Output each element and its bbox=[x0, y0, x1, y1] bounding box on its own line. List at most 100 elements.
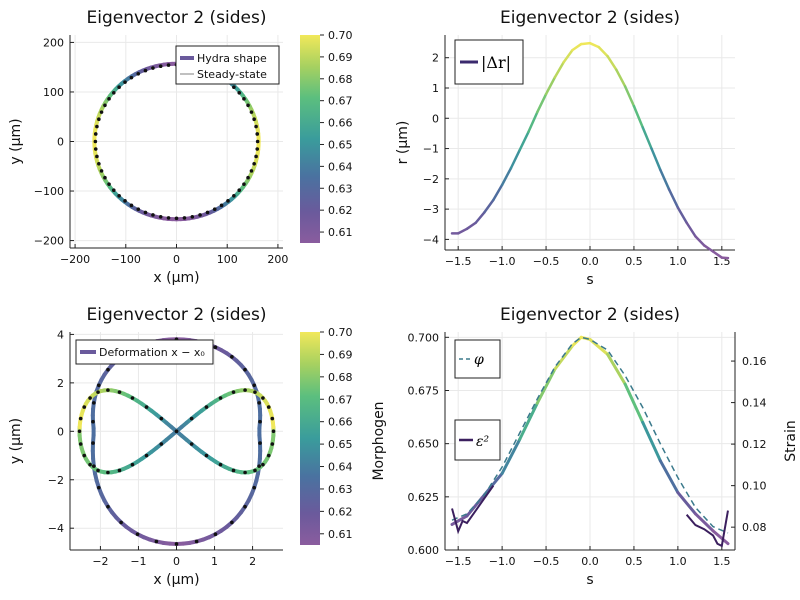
colorbar-tick-label: 0.64 bbox=[328, 160, 353, 173]
node-point bbox=[88, 396, 92, 400]
x-axis-label: s bbox=[586, 572, 593, 588]
y-tick-label: −4 bbox=[48, 522, 64, 535]
y-tick-label: 4 bbox=[57, 328, 64, 341]
y-tick-label: 0.625 bbox=[408, 491, 440, 504]
y-tick-label: 2 bbox=[432, 52, 439, 65]
delta-r-segment bbox=[492, 183, 504, 202]
p4-axes: −1.5 −1.0 −0.5 0.0 0.5 1.0 1.5 0.700 0.675 0.650 0… bbox=[371, 305, 735, 588]
y2-tick-label: 0.12 bbox=[742, 438, 767, 451]
steady-state-point bbox=[255, 139, 260, 144]
steady-state-point bbox=[93, 139, 98, 144]
node-point bbox=[159, 416, 164, 421]
node-point bbox=[78, 442, 83, 446]
x-tick-label: 1 bbox=[211, 555, 218, 568]
steady-state-point bbox=[182, 216, 187, 220]
steady-state-point bbox=[237, 188, 242, 193]
steady-state-point bbox=[242, 97, 246, 101]
steady-state-point bbox=[117, 193, 121, 198]
node-point bbox=[204, 453, 209, 458]
x-tick-label: −1.0 bbox=[489, 555, 516, 568]
steady-state-point bbox=[117, 85, 121, 90]
delta-r-segment bbox=[465, 221, 478, 231]
steady-state-point bbox=[95, 154, 99, 159]
node-point bbox=[231, 390, 236, 394]
delta-r-segment bbox=[518, 130, 530, 152]
node-point bbox=[194, 539, 199, 544]
delta-r-segment bbox=[527, 110, 539, 134]
p1-colorbar: 0.61 0.62 0.63 0.64 0.65 0.66 0.67 0.68 0.69 0.70 bbox=[300, 29, 353, 243]
x-tick-label: 2 bbox=[249, 555, 256, 568]
steady-state-point bbox=[136, 71, 141, 76]
y-axis-label: r (μm) bbox=[395, 121, 411, 165]
colorbar-tick-label: 0.64 bbox=[328, 461, 353, 474]
y-tick-label: −2 bbox=[423, 173, 439, 186]
p2-axes: −1.5 −1.0 −0.5 0.0 0.5 1.0 1.5210−1−2−3−4Eigen… bbox=[395, 8, 735, 288]
steady-state-point bbox=[166, 216, 171, 220]
delta-r-segment bbox=[615, 68, 627, 88]
steady-state-point bbox=[151, 213, 155, 217]
chart-title: Eigenvector 2 (sides) bbox=[500, 305, 680, 325]
y-axis-label: y (μm) bbox=[8, 418, 24, 464]
node-point bbox=[189, 442, 194, 446]
delta-r-segment bbox=[571, 42, 583, 52]
node-point bbox=[106, 388, 110, 392]
node-point bbox=[77, 429, 82, 434]
node-point bbox=[92, 464, 96, 468]
colorbar-gradient bbox=[300, 35, 320, 243]
steady-state-point bbox=[123, 80, 127, 84]
delta-r-segment bbox=[606, 54, 618, 72]
steady-state-point bbox=[237, 90, 242, 95]
chart-title: Eigenvector 2 (sides) bbox=[87, 8, 267, 28]
p4-series bbox=[450, 335, 730, 548]
steady-state-point bbox=[252, 161, 256, 166]
morphogen-segment bbox=[676, 491, 697, 516]
p3-series bbox=[77, 337, 276, 546]
morphogen-segment bbox=[483, 471, 504, 497]
p3-axes: −2 −1 0 1 2 4 2 0 −2 −4 Eigenvector 2 (sides) x (μm… bbox=[8, 305, 283, 588]
colorbar-tick-label: 0.65 bbox=[328, 138, 353, 151]
node-point bbox=[96, 468, 100, 473]
morphogen-segment bbox=[518, 401, 539, 441]
y-tick-label: 0.600 bbox=[408, 544, 440, 557]
colorbar-tick-label: 0.61 bbox=[328, 226, 353, 239]
steady-state-point bbox=[198, 213, 202, 217]
node-point bbox=[117, 390, 122, 394]
colorbar-tick-label: 0.65 bbox=[328, 438, 353, 451]
y2-tick-label: 0.08 bbox=[742, 521, 767, 534]
legend-label: |Δr| bbox=[481, 53, 511, 72]
node-point bbox=[266, 453, 271, 458]
steady-state-point bbox=[129, 203, 134, 208]
delta-r-segment bbox=[641, 126, 653, 150]
morphogen-segment bbox=[553, 344, 574, 371]
node-point bbox=[218, 462, 223, 467]
morphogen-segment bbox=[641, 420, 662, 463]
x-tick-label: −200 bbox=[60, 253, 90, 266]
steady-state-point bbox=[151, 66, 155, 70]
colorbar-tick-label: 0.63 bbox=[328, 483, 353, 496]
x-tick-label: 0.0 bbox=[581, 255, 599, 268]
colorbar-gradient bbox=[300, 332, 320, 545]
x-axis-label: s bbox=[586, 272, 593, 288]
delta-r-segment bbox=[536, 92, 548, 114]
strain-line-left bbox=[451, 485, 495, 535]
node-point bbox=[119, 520, 123, 525]
colorbar-tick-label: 0.68 bbox=[328, 371, 353, 384]
steady-state-point bbox=[103, 103, 107, 108]
x-tick-label: 1.0 bbox=[669, 555, 687, 568]
steady-state-point bbox=[99, 169, 104, 173]
node-point bbox=[257, 464, 261, 468]
y-tick-label: −2 bbox=[48, 474, 64, 487]
steady-state-point bbox=[107, 97, 111, 101]
morphogen-segment bbox=[535, 367, 557, 405]
steady-state-point bbox=[232, 85, 236, 90]
node-point bbox=[243, 367, 247, 372]
x-tick-label: −1.5 bbox=[445, 555, 472, 568]
steady-state-point bbox=[246, 103, 250, 108]
legend-box bbox=[75, 339, 214, 365]
delta-r-segment bbox=[667, 188, 680, 209]
steady-state-point bbox=[97, 117, 101, 122]
node-point bbox=[82, 405, 87, 409]
steady-state-point bbox=[226, 199, 230, 203]
steady-state-point bbox=[103, 175, 107, 180]
steady-state-point bbox=[249, 169, 254, 173]
